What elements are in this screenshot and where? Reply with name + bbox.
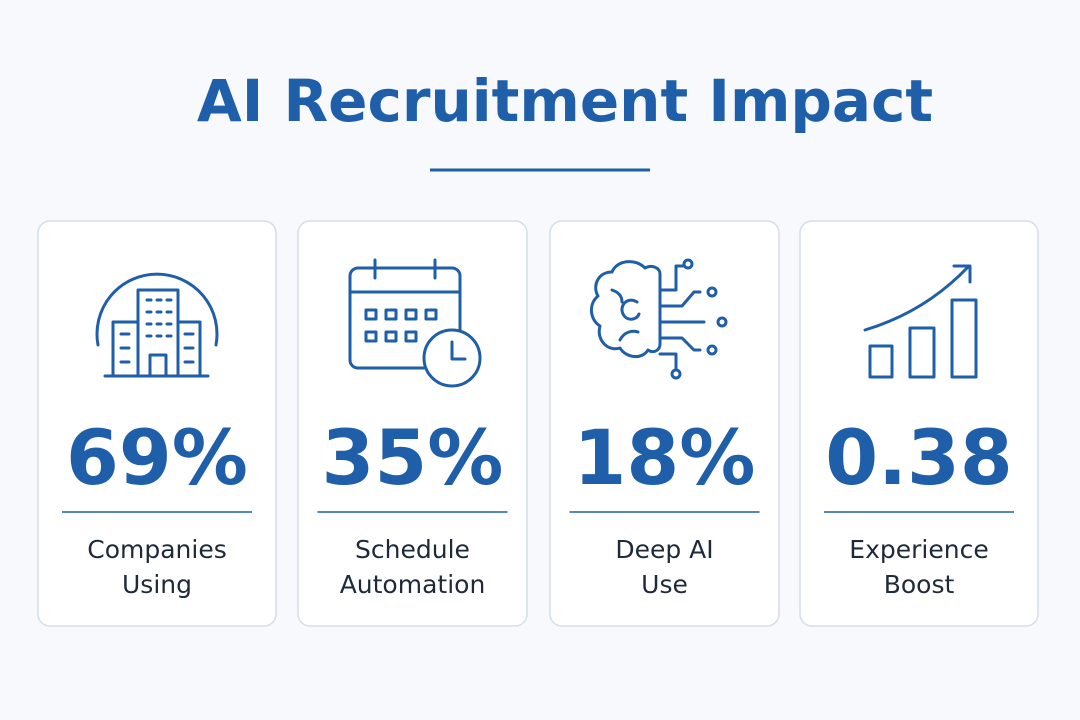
card-value: 18% xyxy=(574,413,756,502)
card xyxy=(799,220,1039,627)
card-label: Experience xyxy=(849,535,988,564)
card-label: Boost xyxy=(884,570,955,599)
card-label: Using xyxy=(122,570,192,599)
growth-icon xyxy=(863,264,978,379)
brain-icon xyxy=(590,258,728,380)
card-label: Companies xyxy=(87,535,227,564)
calendar-icon xyxy=(348,258,482,388)
card-value: 0.38 xyxy=(825,413,1013,502)
card-label: Automation xyxy=(340,570,486,599)
card xyxy=(297,220,528,627)
building-icon xyxy=(95,272,219,378)
card-value: 35% xyxy=(322,413,504,502)
card-label: Deep AI xyxy=(615,535,713,564)
card xyxy=(549,220,780,627)
card-label: Use xyxy=(641,570,688,599)
card-value: 69% xyxy=(66,413,248,502)
card-label: Schedule xyxy=(355,535,470,564)
title: AI Recruitment Impact xyxy=(197,67,933,135)
